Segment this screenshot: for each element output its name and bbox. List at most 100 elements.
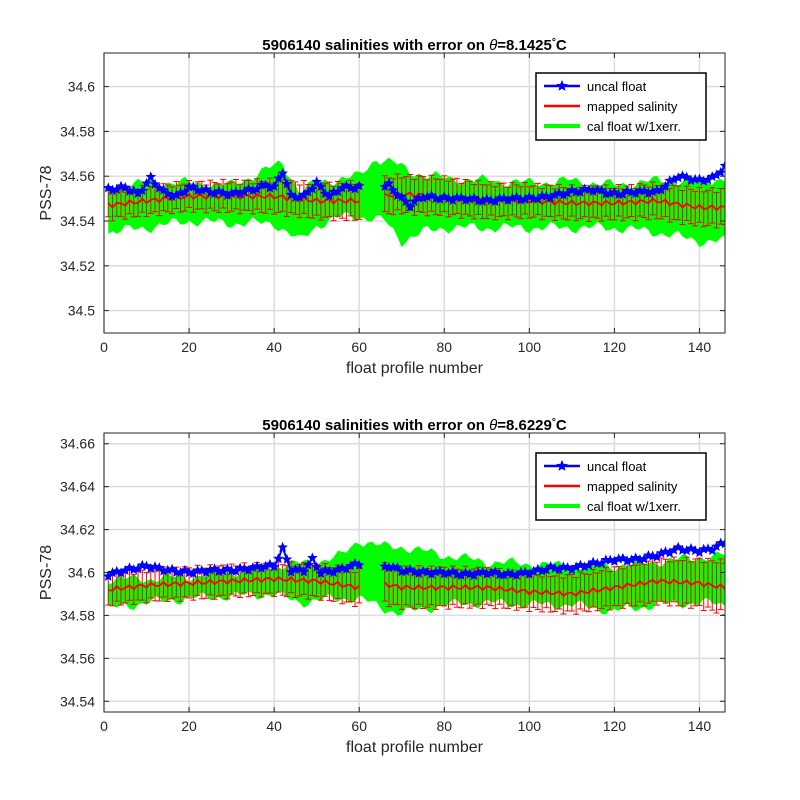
uncal-float-point [281,178,293,189]
y-tick-label: 34.58 [60,123,95,139]
legend-label: mapped salinity [587,479,678,494]
y-tick-label: 34.6 [68,79,95,95]
x-tick-label: 140 [688,718,712,734]
uncal-float-point [268,561,280,572]
y-tick-label: 34.56 [60,168,95,184]
legend-label: cal float w/1xerr. [587,119,681,134]
uncal-float-point [128,185,140,196]
uncal-float-point [392,561,403,572]
uncal-float-point [154,182,165,193]
uncal-float-point [405,201,416,212]
chart-2: 0 20 40 60 80 100 120 140 34.54 34.56 34.58 34.6 34.… [38,417,726,756]
uncal-float-point [307,183,318,194]
chart-title: 5906140 salinities with error on θ=8.142… [262,37,567,55]
legend-star-icon [556,79,568,91]
x-tick-label: 80 [436,339,452,355]
uncal-float-point [400,196,412,207]
x-tick-label: 120 [603,718,627,734]
uncal-float-point [383,177,395,188]
y-tick-label: 34.5 [68,303,95,319]
x-tick-label: 60 [351,339,367,355]
title-theta: θ [489,417,497,434]
title-prefix: 5906140 salinities with error on [262,37,489,54]
legend-star-icon [556,459,568,471]
x-tick-label: 100 [518,339,542,355]
x-tick-label: 120 [603,339,627,355]
uncal-float-point [694,173,705,184]
uncal-float-point [715,166,725,177]
uncal-float-point [298,566,310,577]
uncal-float-point [396,191,407,202]
uncal-float-point [273,553,284,564]
chart-title: 5906140 salinities with error on θ=8.622… [262,417,567,435]
x-tick-label: 60 [351,718,367,734]
uncal-float-point [281,553,293,564]
title-theta: θ [489,37,497,54]
uncal-float-point [660,180,671,192]
uncal-float-point [519,566,531,577]
uncal-float-point [277,541,288,552]
uncal-float-point [719,160,725,171]
title-deg: ° [552,37,556,48]
x-tick-label: 100 [518,718,542,734]
x-tick-label: 140 [688,339,712,355]
uncal-float-point [149,178,161,189]
legend-label: mapped salinity [587,99,678,114]
uncal-float-point [319,188,331,199]
uncal-float-point [311,561,322,572]
uncal-float-point [179,186,191,197]
title-unit: C [556,417,567,434]
title-deg: ° [552,417,556,428]
uncal-float-point [137,185,148,196]
y-tick-label: 34.64 [60,479,95,495]
uncal-float-point [638,185,650,196]
x-tick-label: 0 [100,339,108,355]
uncal-float-point [217,187,229,198]
uncal-float-point [145,171,157,182]
x-axis-label: float profile number [346,360,484,377]
legend-label: uncal float [587,79,647,94]
plot-content [104,537,725,616]
y-tick-label: 34.66 [60,436,95,452]
y-tick-label: 34.6 [68,565,95,581]
uncal-float-point [353,559,365,570]
x-tick-label: 20 [181,718,197,734]
y-tick-label: 34.62 [60,522,95,538]
uncal-float-point [719,538,725,549]
uncal-float-point [141,177,152,188]
uncal-float-point [566,184,578,195]
plot-content [104,157,725,248]
uncal-float-point [685,542,697,554]
uncal-float-point [311,176,323,187]
x-tick-label: 40 [266,718,282,734]
uncal-float-point [353,180,365,191]
y-tick-label: 34.54 [60,693,95,709]
y-tick-label: 34.58 [60,607,95,623]
uncal-float-point [268,180,280,191]
uncal-float-point [456,192,467,203]
y-axis-label: PSS-78 [38,165,55,220]
uncal-float-point [302,559,314,570]
x-axis-label: float profile number [346,739,484,756]
y-tick-label: 34.52 [60,258,95,274]
x-tick-label: 0 [100,718,108,734]
mapped-salinity-line [383,578,725,598]
x-tick-label: 20 [181,339,197,355]
axes-frame [103,52,726,334]
title-mid: =8.6229 [497,417,552,434]
x-tick-label: 80 [436,718,452,734]
y-tick-label: 34.54 [60,213,95,229]
title-unit: C [556,37,567,54]
uncal-float-point [315,181,327,192]
y-axis-label: PSS-78 [38,545,55,600]
uncal-float-point [273,172,284,183]
uncal-float-point [264,558,276,569]
uncal-float-point [277,167,288,178]
title-mid: =8.1425 [497,37,552,54]
title-prefix: 5906140 salinities with error on [262,417,489,434]
chart-1: 0 20 40 60 80 100 120 140 34.5 34.52 34.54 34.56 34.… [38,37,726,377]
mapped-salinity-line [108,575,360,592]
y-tick-label: 34.56 [60,650,95,666]
x-tick-label: 40 [266,339,282,355]
legend-label: uncal float [587,459,647,474]
